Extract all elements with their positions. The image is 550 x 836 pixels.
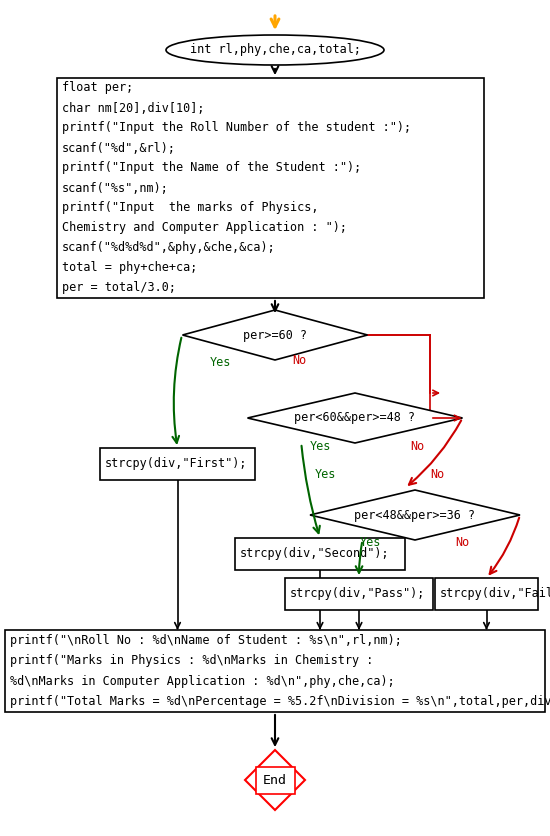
FancyBboxPatch shape <box>57 78 484 298</box>
Text: strcpy(div,"Fail");: strcpy(div,"Fail"); <box>440 588 550 600</box>
Text: strcpy(div,"First");: strcpy(div,"First"); <box>105 457 248 471</box>
Text: scanf("%d",&rl);: scanf("%d",&rl); <box>62 141 176 155</box>
Text: End: End <box>263 773 287 787</box>
FancyBboxPatch shape <box>435 578 538 610</box>
Text: printf("Input  the marks of Physics,: printf("Input the marks of Physics, <box>62 201 318 215</box>
Text: per>=60 ?: per>=60 ? <box>243 329 307 341</box>
Text: No: No <box>292 354 306 366</box>
Text: %d\nMarks in Computer Application : %d\n",phy,che,ca);: %d\nMarks in Computer Application : %d\n… <box>10 675 395 688</box>
Text: printf("Marks in Physics : %d\nMarks in Chemistry :: printf("Marks in Physics : %d\nMarks in … <box>10 655 373 667</box>
Text: strcpy(div,"Second");: strcpy(div,"Second"); <box>240 548 389 560</box>
Text: int rl,phy,che,ca,total;: int rl,phy,che,ca,total; <box>190 43 360 57</box>
FancyBboxPatch shape <box>235 538 405 570</box>
Polygon shape <box>245 750 305 810</box>
Ellipse shape <box>166 35 384 65</box>
Text: scanf("%s",nm);: scanf("%s",nm); <box>62 181 169 195</box>
Text: strcpy(div,"Pass");: strcpy(div,"Pass"); <box>290 588 425 600</box>
Text: No: No <box>455 537 469 549</box>
Text: printf("Input the Roll Number of the student :");: printf("Input the Roll Number of the stu… <box>62 121 411 135</box>
Text: scanf("%d%d%d",&phy,&che,&ca);: scanf("%d%d%d",&phy,&che,&ca); <box>62 242 276 254</box>
Text: Chemistry and Computer Application : ");: Chemistry and Computer Application : "); <box>62 222 347 235</box>
Text: total = phy+che+ca;: total = phy+che+ca; <box>62 262 197 274</box>
Text: printf("Input the Name of the Student :");: printf("Input the Name of the Student :"… <box>62 161 361 175</box>
FancyBboxPatch shape <box>5 630 545 712</box>
FancyBboxPatch shape <box>285 578 433 610</box>
Text: Yes: Yes <box>210 355 232 369</box>
Text: char nm[20],div[10];: char nm[20],div[10]; <box>62 101 205 115</box>
Text: per<60&&per>=48 ?: per<60&&per>=48 ? <box>294 411 416 425</box>
Text: No: No <box>410 441 424 453</box>
Text: per<48&&per>=36 ?: per<48&&per>=36 ? <box>354 508 476 522</box>
Polygon shape <box>183 310 367 360</box>
Text: No: No <box>430 468 444 482</box>
Text: Yes: Yes <box>360 537 381 549</box>
Polygon shape <box>310 490 520 540</box>
FancyBboxPatch shape <box>256 767 294 793</box>
Text: per = total/3.0;: per = total/3.0; <box>62 282 176 294</box>
FancyBboxPatch shape <box>100 448 255 480</box>
Text: float per;: float per; <box>62 81 133 94</box>
Text: printf("Total Marks = %d\nPercentage = %5.2f\nDivision = %s\n",total,per,div);: printf("Total Marks = %d\nPercentage = %… <box>10 696 550 708</box>
Text: Yes: Yes <box>310 441 331 453</box>
Polygon shape <box>248 393 463 443</box>
Text: Yes: Yes <box>315 468 337 482</box>
Text: printf("\nRoll No : %d\nName of Student : %s\n",rl,nm);: printf("\nRoll No : %d\nName of Student … <box>10 634 402 647</box>
